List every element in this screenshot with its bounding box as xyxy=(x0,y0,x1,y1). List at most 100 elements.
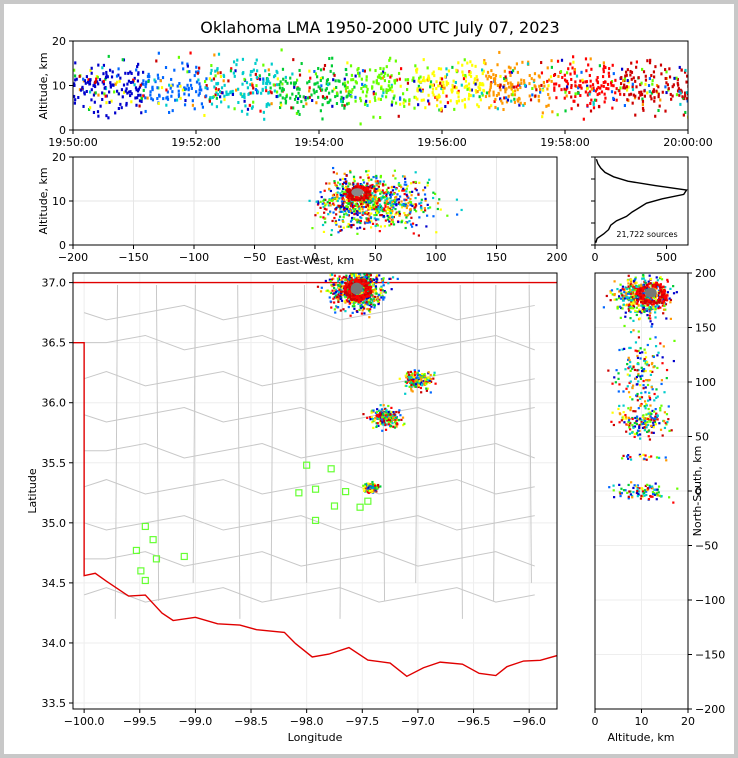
y-tick-label: 34.0 xyxy=(42,637,67,650)
source-point xyxy=(627,85,630,89)
source-point xyxy=(313,82,316,86)
lightning-source xyxy=(415,380,418,384)
source-point xyxy=(626,296,630,299)
source-point xyxy=(340,99,343,103)
source-point xyxy=(225,90,228,94)
source-point xyxy=(387,88,390,92)
source-point xyxy=(363,102,367,106)
source-point xyxy=(589,79,592,83)
source-point xyxy=(398,77,401,81)
source-point xyxy=(394,59,397,63)
source-point xyxy=(354,95,357,99)
lightning-source xyxy=(333,274,337,277)
dense-core-point xyxy=(360,280,363,284)
lightning-source xyxy=(369,418,372,421)
lightning-source xyxy=(337,286,340,290)
source-point xyxy=(343,84,347,88)
source-point xyxy=(420,98,423,102)
source-point xyxy=(128,90,131,94)
source-point xyxy=(409,203,412,207)
source-point xyxy=(468,73,471,77)
x-tick-label: 20:00:00 xyxy=(663,136,712,149)
source-point xyxy=(243,99,246,103)
source-point xyxy=(494,82,497,86)
source-point xyxy=(378,73,381,77)
source-point xyxy=(319,76,323,80)
lightning-source xyxy=(345,299,348,302)
source-point xyxy=(634,79,637,83)
lightning-source xyxy=(417,384,421,387)
source-point xyxy=(385,188,389,191)
source-point xyxy=(190,86,193,90)
dense-core-point xyxy=(346,195,349,199)
lightning-source xyxy=(414,379,418,382)
source-point xyxy=(353,210,356,213)
source-point xyxy=(157,51,160,55)
source-point xyxy=(499,74,502,78)
lightning-source xyxy=(382,412,385,416)
source-point xyxy=(565,94,568,98)
source-point xyxy=(241,57,245,61)
source-point xyxy=(381,76,384,80)
source-point xyxy=(645,403,648,406)
source-point xyxy=(365,219,369,223)
source-point xyxy=(517,81,520,85)
source-point xyxy=(649,415,652,418)
source-point xyxy=(638,453,641,456)
source-point xyxy=(632,286,635,289)
source-point xyxy=(563,96,566,100)
x-tick-label: 200 xyxy=(547,251,568,264)
source-point xyxy=(352,207,355,211)
source-point xyxy=(272,83,275,87)
dense-core-point xyxy=(350,197,353,201)
source-point xyxy=(360,87,363,91)
source-point xyxy=(187,93,191,97)
lightning-source xyxy=(414,385,417,388)
source-point xyxy=(656,418,659,421)
x-tick-label: −99.0 xyxy=(179,715,213,728)
source-point xyxy=(636,431,639,435)
source-point xyxy=(349,64,353,68)
source-point xyxy=(625,417,628,420)
source-point xyxy=(394,213,397,216)
source-point xyxy=(642,70,646,74)
source-point xyxy=(389,200,392,203)
source-point xyxy=(665,81,668,85)
source-point xyxy=(624,74,627,78)
source-point xyxy=(356,68,359,72)
lightning-source xyxy=(383,416,387,419)
lightning-source xyxy=(389,423,392,426)
lightning-source xyxy=(363,273,366,276)
source-point xyxy=(335,213,338,216)
source-point xyxy=(648,306,651,309)
source-point xyxy=(609,290,612,293)
source-point xyxy=(642,306,645,309)
source-point xyxy=(332,72,335,76)
source-point xyxy=(620,306,623,310)
lightning-source xyxy=(369,277,372,281)
source-point xyxy=(635,313,638,317)
source-point xyxy=(638,90,641,94)
dense-core-point xyxy=(349,282,353,285)
source-point xyxy=(563,78,567,82)
source-point xyxy=(376,224,379,227)
source-point xyxy=(222,74,226,78)
source-point xyxy=(602,84,605,88)
dense-core-point xyxy=(369,291,372,295)
lightning-source xyxy=(363,312,366,315)
source-point xyxy=(672,501,675,504)
source-point xyxy=(346,193,350,196)
source-point xyxy=(251,82,254,86)
source-point xyxy=(418,181,421,184)
source-point xyxy=(602,81,605,85)
dense-core-point xyxy=(368,287,372,291)
source-point xyxy=(643,427,647,430)
source-point xyxy=(386,73,389,77)
source-point xyxy=(159,79,162,83)
source-point xyxy=(665,91,668,95)
dense-core-point xyxy=(365,186,369,189)
source-point xyxy=(431,87,435,91)
source-point xyxy=(636,487,639,490)
source-point xyxy=(455,68,458,72)
source-point xyxy=(640,487,644,490)
